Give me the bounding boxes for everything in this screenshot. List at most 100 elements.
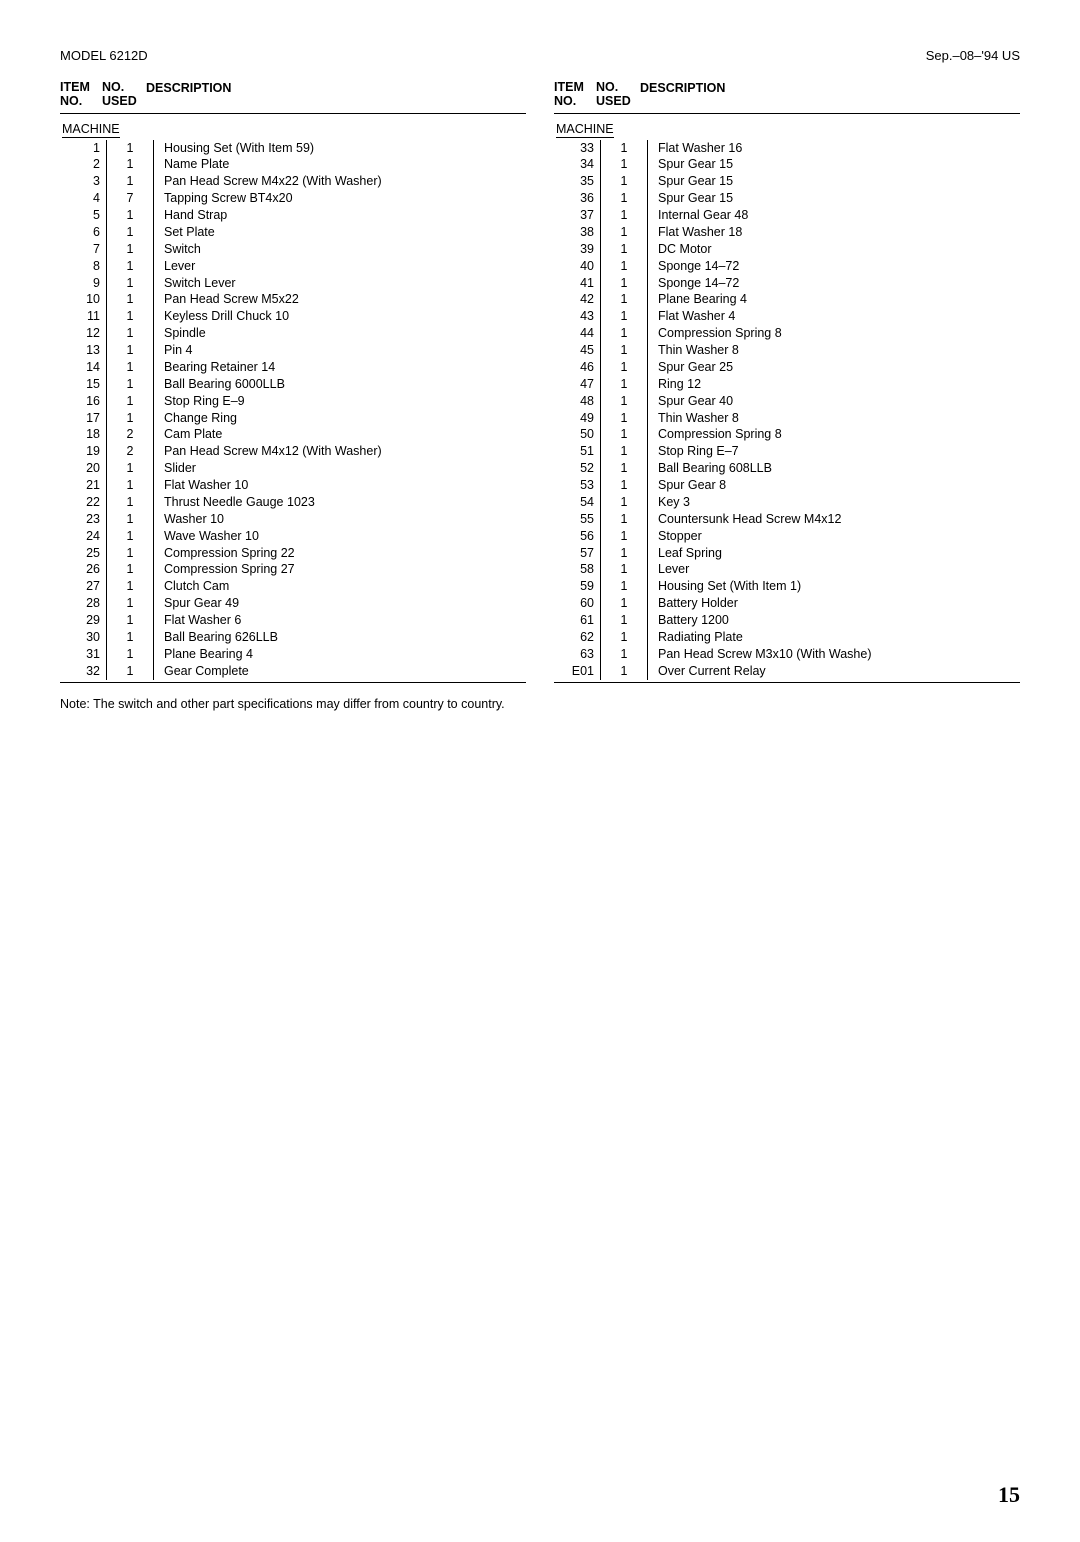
cell-description: Lever xyxy=(154,258,527,275)
cell-no-used: 1 xyxy=(601,376,648,393)
cell-item-no: 12 xyxy=(60,325,107,342)
cell-description: Battery Holder xyxy=(648,595,1021,612)
cell-description: Spur Gear 25 xyxy=(648,359,1021,376)
cell-description: Change Ring xyxy=(154,410,527,427)
cell-no-used: 1 xyxy=(107,241,154,258)
cell-description: Pan Head Screw M5x22 xyxy=(154,291,527,308)
table-row: 561Stopper xyxy=(554,528,1020,545)
cell-item-no: 24 xyxy=(60,528,107,545)
table-row: 331Flat Washer 16 xyxy=(554,140,1020,157)
cell-description: Switch Lever xyxy=(154,275,527,292)
cell-no-used: 1 xyxy=(107,291,154,308)
cell-no-used: 1 xyxy=(107,140,154,157)
cell-description: Keyless Drill Chuck 10 xyxy=(154,308,527,325)
cell-item-no: 30 xyxy=(60,629,107,646)
cell-description: Thrust Needle Gauge 1023 xyxy=(154,494,527,511)
table-row: 131Pin 4 xyxy=(60,342,526,359)
cell-no-used: 1 xyxy=(107,410,154,427)
cell-item-no: 53 xyxy=(554,477,601,494)
cell-description: Spur Gear 40 xyxy=(648,393,1021,410)
cell-description: Pan Head Screw M4x22 (With Washer) xyxy=(154,173,527,190)
cell-description: Ball Bearing 626LLB xyxy=(154,629,527,646)
left-parts-table: 11Housing Set (With Item 59)21Name Plate… xyxy=(60,140,526,680)
cell-description: Plane Bearing 4 xyxy=(154,646,527,663)
table-row: 431Flat Washer 4 xyxy=(554,308,1020,325)
table-row: 601Battery Holder xyxy=(554,595,1020,612)
cell-description: DC Motor xyxy=(648,241,1021,258)
cell-description: Tapping Screw BT4x20 xyxy=(154,190,527,207)
cell-no-used: 1 xyxy=(601,426,648,443)
hdr-description: DESCRIPTION xyxy=(636,81,1020,109)
cell-item-no: 2 xyxy=(60,156,107,173)
cell-item-no: 37 xyxy=(554,207,601,224)
table-row: 391DC Motor xyxy=(554,241,1020,258)
cell-item-no: 47 xyxy=(554,376,601,393)
cell-item-no: 4 xyxy=(60,190,107,207)
cell-no-used: 1 xyxy=(107,393,154,410)
table-row: 611Battery 1200 xyxy=(554,612,1020,629)
table-row: 271Clutch Cam xyxy=(60,578,526,595)
cell-item-no: 14 xyxy=(60,359,107,376)
table-row: 591Housing Set (With Item 1) xyxy=(554,578,1020,595)
cell-no-used: 1 xyxy=(601,190,648,207)
cell-item-no: 56 xyxy=(554,528,601,545)
cell-description: Cam Plate xyxy=(154,426,527,443)
table-row: 291Flat Washer 6 xyxy=(60,612,526,629)
cell-no-used: 1 xyxy=(107,595,154,612)
cell-item-no: 52 xyxy=(554,460,601,477)
table-row: 201Slider xyxy=(60,460,526,477)
cell-description: Spur Gear 15 xyxy=(648,156,1021,173)
cell-no-used: 1 xyxy=(107,545,154,562)
cell-item-no: 8 xyxy=(60,258,107,275)
left-column-headers: ITEM NO. NO. USED DESCRIPTION xyxy=(60,81,526,114)
table-row: 151Ball Bearing 6000LLB xyxy=(60,376,526,393)
table-row: 121Spindle xyxy=(60,325,526,342)
table-row: 371Internal Gear 48 xyxy=(554,207,1020,224)
cell-no-used: 1 xyxy=(107,275,154,292)
table-row: 31Pan Head Screw M4x22 (With Washer) xyxy=(60,173,526,190)
cell-no-used: 1 xyxy=(601,275,648,292)
cell-item-no: 62 xyxy=(554,629,601,646)
cell-no-used: 1 xyxy=(601,359,648,376)
cell-item-no: 13 xyxy=(60,342,107,359)
cell-no-used: 2 xyxy=(107,426,154,443)
footer-note: Note: The switch and other part specific… xyxy=(60,697,1020,711)
cell-item-no: 3 xyxy=(60,173,107,190)
cell-no-used: 1 xyxy=(601,291,648,308)
cell-no-used: 1 xyxy=(601,595,648,612)
cell-description: Spindle xyxy=(154,325,527,342)
cell-item-no: 25 xyxy=(60,545,107,562)
cell-description: Flat Washer 10 xyxy=(154,477,527,494)
table-row: 91Switch Lever xyxy=(60,275,526,292)
table-row: 471Ring 12 xyxy=(554,376,1020,393)
cell-no-used: 1 xyxy=(601,460,648,477)
cell-no-used: 1 xyxy=(601,258,648,275)
cell-item-no: 50 xyxy=(554,426,601,443)
table-row: 481Spur Gear 40 xyxy=(554,393,1020,410)
cell-no-used: 1 xyxy=(601,224,648,241)
table-row: 381Flat Washer 18 xyxy=(554,224,1020,241)
cell-no-used: 1 xyxy=(107,224,154,241)
cell-description: Ring 12 xyxy=(648,376,1021,393)
table-row: 621Radiating Plate xyxy=(554,629,1020,646)
left-column: ITEM NO. NO. USED DESCRIPTION MACHINE 11… xyxy=(60,81,526,683)
cell-no-used: 1 xyxy=(601,156,648,173)
cell-item-no: 32 xyxy=(60,663,107,680)
cell-description: Pan Head Screw M4x12 (With Washer) xyxy=(154,443,527,460)
cell-no-used: 1 xyxy=(107,258,154,275)
cell-item-no: 51 xyxy=(554,443,601,460)
cell-item-no: 33 xyxy=(554,140,601,157)
cell-no-used: 1 xyxy=(601,241,648,258)
cell-description: Housing Set (With Item 59) xyxy=(154,140,527,157)
table-row: 301Ball Bearing 626LLB xyxy=(60,629,526,646)
cell-no-used: 1 xyxy=(601,646,648,663)
cell-description: Plane Bearing 4 xyxy=(648,291,1021,308)
cell-description: Ball Bearing 608LLB xyxy=(648,460,1021,477)
cell-item-no: 36 xyxy=(554,190,601,207)
cell-no-used: 1 xyxy=(601,561,648,578)
cell-no-used: 1 xyxy=(107,578,154,595)
cell-description: Flat Washer 4 xyxy=(648,308,1021,325)
cell-no-used: 1 xyxy=(601,511,648,528)
cell-item-no: 7 xyxy=(60,241,107,258)
cell-description: Flat Washer 18 xyxy=(648,224,1021,241)
